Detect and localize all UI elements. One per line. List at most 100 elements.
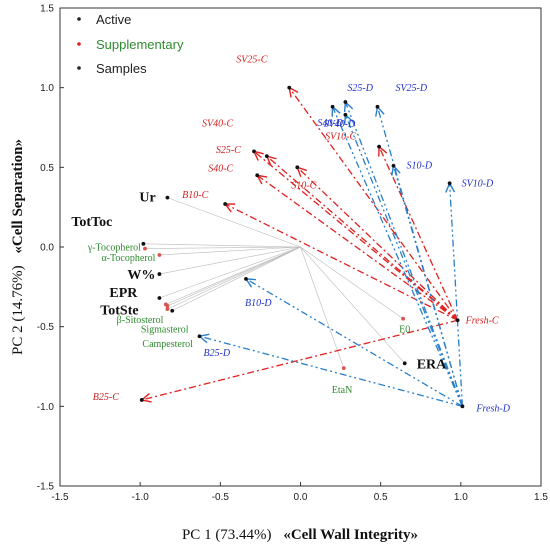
point-b25-c [139, 398, 144, 402]
loading-vector-epr [159, 246, 301, 299]
y-axis-label-name: «Cell Separation» [10, 139, 26, 254]
point-campesterol [165, 304, 170, 308]
legend: Active Supplementary Samples [77, 12, 184, 76]
y-tick-label: 0.5 [40, 163, 54, 174]
path-s25-c-line [266, 155, 459, 321]
y-tick-label: 1.5 [40, 4, 54, 15]
label-sv10-d: SV10-D [462, 178, 494, 189]
label-tocopherol: α-Tocopherol [101, 253, 155, 264]
label-totste: TotSte [100, 304, 138, 319]
label-s25-d: S25-D [347, 83, 373, 94]
x-tick-label: 1.0 [454, 492, 468, 503]
path-sv40-d-line [331, 106, 464, 407]
label-b25-d: B25-D [203, 348, 230, 359]
path-s40-c-line [256, 174, 459, 321]
point-layer [139, 85, 465, 409]
loading-vector-era [300, 246, 405, 364]
point-e0 [401, 316, 406, 321]
path-sv10-c-line [378, 146, 459, 321]
x-axis-label: PC 1 (73.44%) «Cell Wall Integrity» [182, 527, 418, 543]
point-sv25-d [375, 104, 380, 109]
label-sv40-c: SV40-C [202, 118, 233, 129]
legend-label-active: Active [96, 12, 131, 27]
point-tocopherol [157, 253, 162, 257]
y-tick-label: -0.5 [37, 322, 55, 333]
loading-vector-sigmasterol [165, 246, 301, 305]
point-s25-c [264, 154, 269, 159]
point-totste [170, 308, 175, 313]
point-sitosterol [165, 307, 170, 312]
point-fresh-d [460, 404, 465, 409]
point-sv40-c [252, 149, 256, 154]
point-sv40-d [330, 104, 335, 109]
path-sv25-c-line [288, 87, 459, 321]
label-campesterol: Campesterol [142, 339, 193, 350]
point-w [157, 272, 162, 276]
y-tick-label: 1.0 [40, 83, 54, 94]
loading-vector-sitosterol [167, 246, 301, 310]
x-tick-label: 0.5 [374, 492, 388, 503]
x-tick-label: -1.0 [132, 492, 150, 503]
loading-vector-etan [300, 246, 345, 369]
legend-label-samples: Samples [96, 61, 147, 76]
label-e0: E0 [399, 325, 410, 336]
y-tick-label: 0.0 [40, 243, 54, 254]
path-s25-d-line [344, 101, 464, 407]
point-fresh-c [455, 318, 460, 323]
y-axis-label: PC 2 (14.76%) «Cell Separation» [10, 139, 26, 355]
x-tick-label: 0.0 [294, 492, 308, 503]
loading-vector-tocopherol [144, 246, 301, 249]
path-s10-d-line [392, 165, 464, 407]
x-axis-label-name: «Cell Wall Integrity» [283, 527, 418, 543]
loading-vector-w [159, 246, 301, 275]
label-sigmasterol: Sigmasterol [141, 324, 189, 335]
loading-vector-tocopherol [159, 246, 301, 256]
y-axis-label-pc: PC 2 (14.76%) [10, 265, 26, 355]
x-tick-label: -0.5 [212, 492, 230, 503]
point-s10-d [391, 163, 396, 168]
point-sv10-c [377, 144, 381, 149]
point-sv25-c [287, 85, 292, 90]
label-b10-c: B10-C [182, 190, 208, 201]
label-tottoc: TotToc [71, 215, 112, 230]
loading-vector-totste [172, 246, 301, 312]
tick-layer: -1.5 -1.0 -0.5 0.0 0.5 1.0 1.5 1.5 1.0 0.5 0.0 -0.5… [37, 4, 549, 504]
label-layer: Ur TotToc W% EPR TotSte ERA γ-Tocopherolα-Toco… [71, 55, 510, 415]
label-sv10-c: SV10-C [325, 132, 356, 143]
path-b10-c-line [224, 203, 458, 321]
point-ur [165, 195, 170, 200]
label-fresh-d: Fresh-D [475, 403, 510, 414]
path-b10-d-line [245, 278, 463, 407]
point-s40-c [255, 173, 260, 178]
point-b25-d [197, 334, 202, 339]
legend-label-supplementary: Supplementary [96, 37, 184, 52]
label-era: ERA [417, 357, 447, 372]
label-fresh-c: Fresh-C [465, 315, 499, 326]
point-b10-d [244, 276, 248, 281]
path-sv40-c-line [253, 150, 459, 321]
loading-vector-e0 [300, 246, 404, 319]
label-epr: EPR [109, 286, 138, 301]
loading-vector-campesterol [167, 246, 301, 307]
label-b10-d: B10-D [245, 298, 272, 309]
label-etan: EtaN [332, 385, 353, 396]
path-s40-d-line [344, 114, 464, 407]
point-epr [157, 296, 162, 300]
point-etan [341, 366, 346, 370]
point-tocopherol [143, 246, 147, 251]
label-s40-d: S40-D [317, 118, 343, 129]
vector-layer [143, 197, 405, 369]
path-sv10-d-line [448, 183, 464, 407]
point-era [402, 361, 407, 366]
point-sv10-d [447, 181, 452, 186]
x-tick-label: 1.5 [534, 492, 548, 503]
path-b25-d-line [199, 335, 463, 407]
loading-vector-tottoc [143, 243, 301, 248]
point-s25-d [343, 100, 348, 104]
x-axis-label-pc: PC 1 (73.44%) [182, 527, 272, 543]
point-s40-d [343, 112, 348, 117]
y-tick-label: -1.5 [37, 482, 55, 493]
legend-marker-samples [77, 66, 81, 70]
label-s10-d: S10-D [406, 161, 432, 172]
